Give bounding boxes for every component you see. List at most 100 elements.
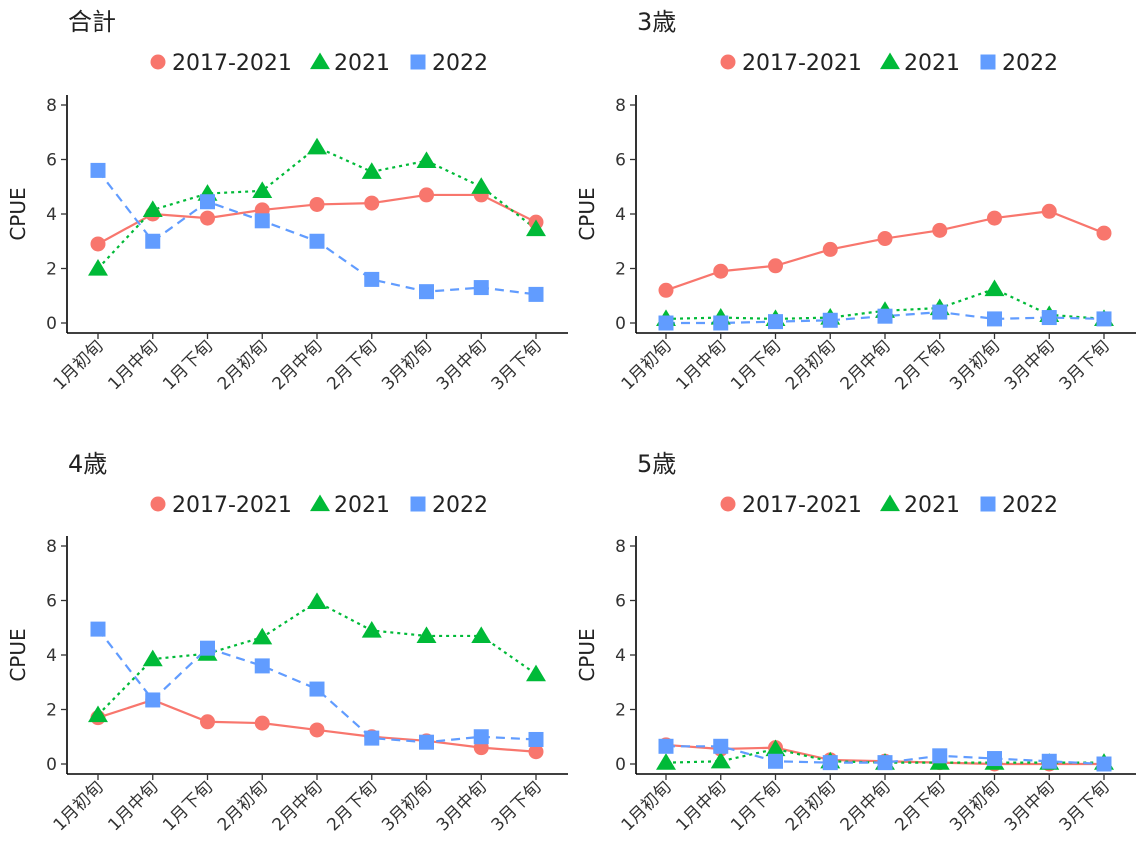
legend-marker-triangle	[310, 52, 330, 70]
x-tick-label: 3月初旬	[946, 777, 1004, 835]
panel-title: 5歳	[637, 450, 676, 478]
x-tick-label: 3月下旬	[1056, 777, 1114, 835]
y-axis-label: CPUE	[6, 628, 30, 681]
legend: 2017-2021 2021 2022	[720, 51, 1058, 76]
legend-marker-square	[410, 54, 426, 70]
legend-label: 2017-2021	[172, 51, 292, 76]
data-point-2017-2021	[364, 195, 380, 211]
data-point-2022	[90, 621, 106, 637]
x-tick-label: 1月下旬	[727, 336, 785, 394]
x-tick-label: 2月初旬	[782, 336, 840, 394]
legend: 2017-2021 2021 2022	[720, 493, 1058, 518]
data-point-2022	[528, 286, 544, 302]
data-point-2022	[1096, 311, 1112, 327]
x-tick-label: 2月中旬	[837, 336, 895, 394]
series-line-2022	[97, 169, 537, 296]
legend-marker-circle	[150, 496, 166, 512]
data-point-2022	[987, 311, 1002, 327]
data-point-2022	[309, 233, 325, 249]
data-point-2022	[932, 748, 948, 764]
y-tick-label: 0	[46, 314, 57, 334]
legend-marker-triangle	[310, 494, 330, 512]
data-point-2021	[88, 705, 108, 723]
data-point-2022	[822, 755, 838, 771]
series-line-2021	[97, 600, 537, 716]
data-point-2017-2021	[90, 236, 106, 252]
x-tick-label: 1月下旬	[727, 777, 785, 835]
data-point-2022	[200, 640, 215, 656]
legend-label: 2021	[334, 51, 390, 76]
y-axis-label: CPUE	[575, 187, 599, 240]
data-point-2017-2021	[200, 714, 215, 730]
legend-marker-circle	[720, 54, 736, 70]
data-point-2022	[473, 280, 489, 296]
x-tick-label: 3月中旬	[1001, 336, 1059, 394]
legend-marker-square	[410, 496, 426, 512]
x-tick-label: 2月中旬	[269, 777, 327, 835]
legend-marker-triangle	[880, 494, 900, 512]
legend-marker-square	[980, 54, 996, 70]
data-point-2017-2021	[987, 210, 1002, 226]
data-point-2022	[200, 194, 215, 210]
data-point-2022	[473, 729, 489, 745]
data-point-2017-2021	[309, 196, 325, 212]
data-point-2021	[656, 753, 676, 770]
chart-panel-1: 合計 2017-2021 2021 2022 0 2 4 6 8 CPUE 1月初旬1月中旬1月下旬…	[6, 8, 568, 394]
x-tick-label: 2月初旬	[214, 336, 272, 394]
y-tick-label: 8	[46, 537, 57, 557]
panel-title: 4歳	[68, 450, 107, 478]
x-tick-label: 1月初旬	[50, 777, 108, 835]
series-line-2022	[666, 745, 1105, 766]
data-point-2022	[932, 304, 948, 320]
data-point-2022	[987, 751, 1002, 767]
data-point-2022	[364, 271, 380, 287]
legend-label: 2022	[1002, 51, 1058, 76]
y-tick-label: 4	[615, 205, 626, 225]
chart-panel-2: 3歳 2017-2021 2021 2022 0 2 4 6 8 CPUE 1月初旬1月中旬1月下旬…	[575, 8, 1136, 394]
legend-label: 2021	[904, 51, 960, 76]
data-point-2021	[416, 151, 437, 168]
y-tick-label: 6	[615, 151, 626, 171]
data-point-2022	[1096, 756, 1112, 772]
y-tick-label: 4	[615, 646, 626, 666]
data-point-2022	[254, 658, 270, 674]
data-point-2017-2021	[822, 241, 838, 257]
legend-marker-circle	[720, 496, 736, 512]
data-point-2022	[364, 730, 380, 746]
x-tick-label: 2月下旬	[323, 336, 381, 394]
data-point-2017-2021	[528, 744, 544, 760]
y-tick-label: 0	[46, 755, 57, 775]
y-tick-label: 8	[615, 96, 626, 116]
data-point-2021	[526, 664, 546, 682]
x-tick-label: 3月中旬	[433, 777, 491, 835]
x-tick-label: 3月下旬	[488, 777, 546, 835]
x-tick-label: 1月下旬	[159, 777, 217, 835]
x-tick-label: 2月中旬	[269, 336, 327, 394]
data-point-2017-2021	[200, 210, 215, 226]
data-point-2022	[1041, 753, 1057, 769]
x-tick-label: 1月中旬	[104, 777, 162, 835]
x-tick-label: 3月中旬	[1001, 777, 1059, 835]
data-point-2022	[145, 692, 161, 708]
panel-title: 3歳	[637, 8, 676, 36]
data-point-2021	[471, 177, 492, 194]
x-tick-label: 1月初旬	[50, 336, 108, 394]
data-point-2021	[142, 649, 163, 667]
x-tick-label: 3月中旬	[433, 336, 491, 394]
series-line-2017-2021	[665, 210, 1105, 292]
y-tick-label: 2	[615, 260, 626, 280]
y-tick-label: 6	[46, 592, 57, 612]
legend-marker-circle	[150, 54, 166, 70]
data-point-2017-2021	[254, 715, 270, 731]
legend-label: 2021	[904, 493, 960, 518]
x-tick-label: 1月中旬	[104, 336, 162, 394]
x-tick-label: 2月初旬	[782, 777, 840, 835]
data-point-2021	[710, 751, 731, 769]
legend-label: 2022	[1002, 493, 1058, 518]
data-point-2022	[254, 213, 270, 229]
data-point-2021	[361, 620, 382, 638]
x-tick-label: 1月中旬	[672, 336, 730, 394]
y-tick-label: 6	[615, 592, 626, 612]
data-point-2022	[1041, 310, 1057, 326]
